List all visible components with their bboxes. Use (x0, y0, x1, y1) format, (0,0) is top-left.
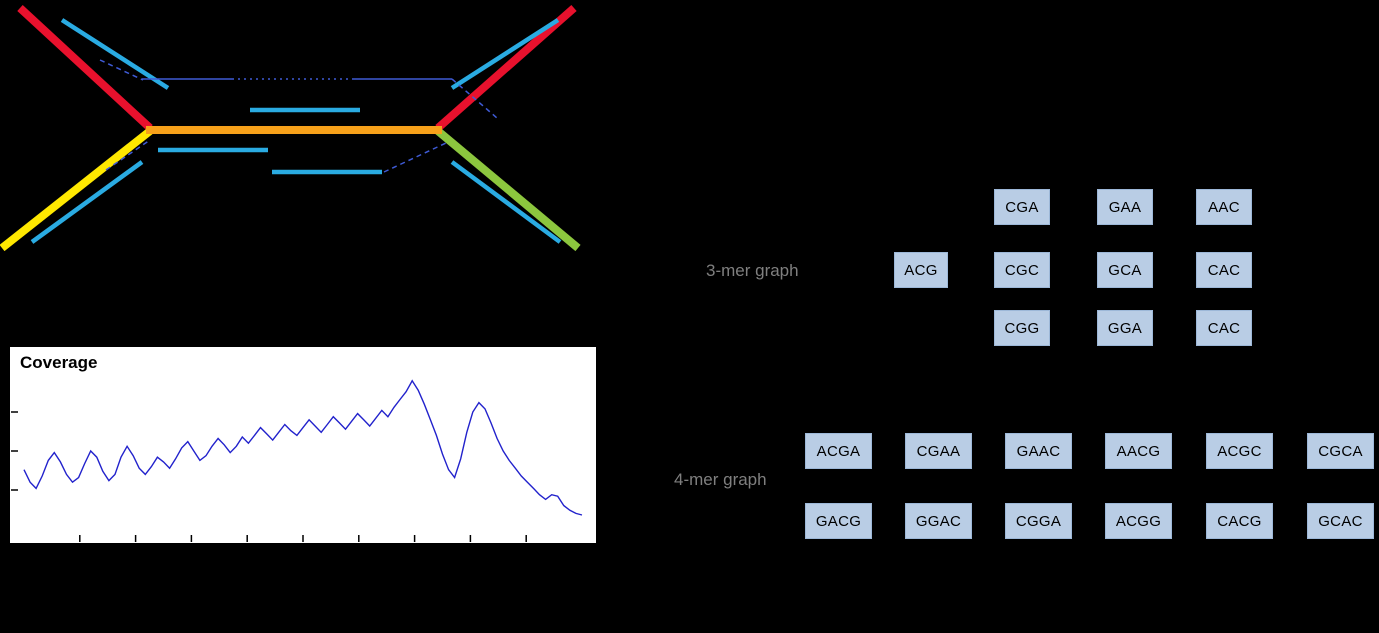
kmer3-node: CGG (994, 310, 1050, 346)
kmer3-node: AAC (1196, 189, 1252, 225)
kmer3-node: GGA (1097, 310, 1153, 346)
kmer4-node: ACGA (805, 433, 872, 469)
kmer4-node: CGGA (1005, 503, 1072, 539)
kmer4-node: CGAA (905, 433, 972, 469)
kmer4-node: ACGG (1105, 503, 1172, 539)
read-segment-top-left (60, 18, 170, 90)
read-segment-bottom-left (30, 160, 144, 244)
red-unique-segment-left (17, 5, 153, 131)
kmer4-node: GGAC (905, 503, 972, 539)
kmer4-node: ACGC (1206, 433, 1273, 469)
kmer3-node: CAC (1196, 310, 1252, 346)
coverage-line (23, 379, 583, 516)
kmer3-node: CGC (994, 252, 1050, 288)
dashed-connector-top-left (99, 59, 144, 81)
dashed-connector-bottom-right (383, 142, 447, 173)
kmer3-node-source: ACG (894, 252, 948, 288)
coverage-chart: Coverage (8, 345, 598, 545)
kmer4-node: CACG (1206, 503, 1273, 539)
red-unique-segment-right (435, 5, 577, 131)
kmer3-node: CGA (994, 189, 1050, 225)
kmer4-node: GAAC (1005, 433, 1072, 469)
kmer3-node: GAA (1097, 189, 1153, 225)
kmer4-graph-label: 4-mer graph (674, 470, 767, 489)
repeat-structure-diagram (0, 5, 581, 252)
dashed-connector-top-right (451, 78, 498, 119)
coverage-plot (11, 379, 583, 542)
kmer3-graph-label: 3-mer graph (706, 261, 799, 280)
kmer4-node: CGCA (1307, 433, 1374, 469)
read-segment-top-right (450, 18, 560, 90)
kmer4-node: GACG (805, 503, 872, 539)
coverage-chart-title: Coverage (20, 353, 98, 372)
kmer3-node: GCA (1097, 252, 1153, 288)
kmer4-node: AACG (1105, 433, 1172, 469)
yellow-unique-segment (0, 127, 153, 252)
read-segment-bottom-right (450, 160, 562, 244)
kmer4-node: GCAC (1307, 503, 1374, 539)
kmer3-node: CAC (1196, 252, 1252, 288)
green-unique-segment (435, 127, 581, 252)
